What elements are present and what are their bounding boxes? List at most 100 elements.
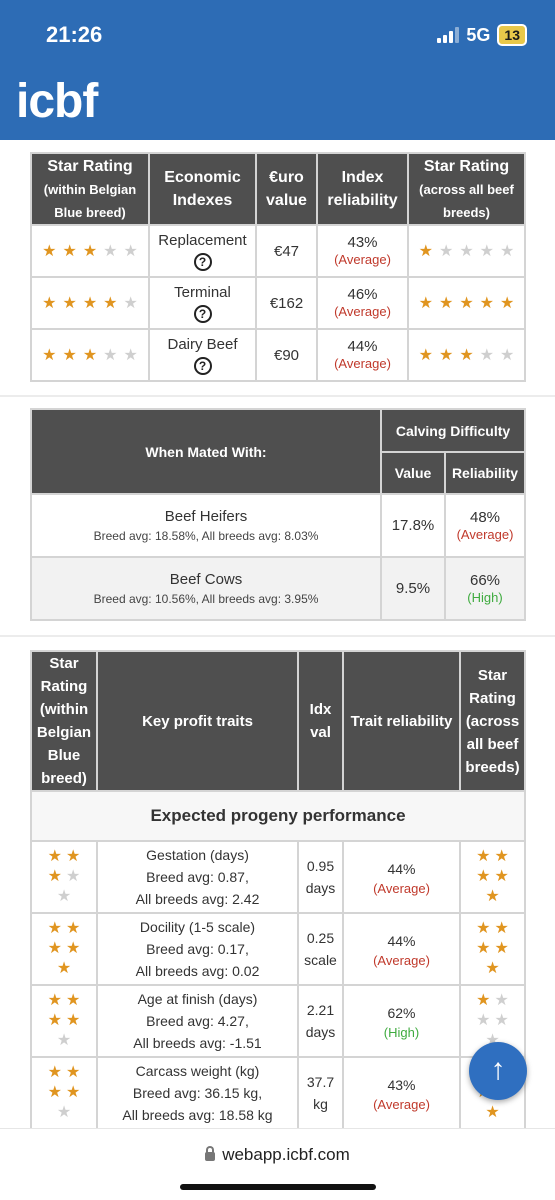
trait-all-avg: All breeds avg: 0.02 [135,963,260,979]
star-filled-icon: ★ [47,992,62,1009]
index-row: ★ ★ ★ ★ ★ Dairy Beef? €90 44% (Average) ★ ★ ★ ★ ★ [30,328,526,382]
trait-value: 0.25 [306,930,335,946]
star-rating: ★★★★★ [39,243,141,260]
calving-reliability-cell: 66% (High) [443,556,527,621]
trait-stars-across-cell: ★★★★★ [459,840,526,914]
difficulty-header: Calving Difficulty [379,408,527,453]
calving-value-cell: 17.8% [380,493,446,558]
star-empty-icon: ★ [123,294,138,312]
scroll-top-button[interactable]: ↑ [469,1042,527,1100]
help-icon[interactable]: ? [193,252,212,271]
star-empty-icon: ★ [123,242,138,260]
url-bar[interactable]: webapp.icbf.com [0,1145,555,1165]
star-empty-icon: ★ [494,992,509,1009]
star-filled-icon: ★ [47,1084,62,1101]
trait-name: Age at finish (days) [137,991,258,1007]
trait-breed-avg: Breed avg: 4.27, [146,1013,249,1029]
star-filled-icon: ★ [42,346,57,364]
home-indicator[interactable] [180,1184,376,1190]
star-filled-icon: ★ [494,940,509,957]
index-name-cell: Replacement? [148,224,257,278]
reliability-level: (Average) [456,526,514,542]
trait-unit: days [305,1024,336,1040]
page-content[interactable]: Star Rating (within Belgian Blue breed) E… [0,140,555,1130]
key-traits-header: Key profit traits [96,650,299,792]
status-indicators: 5G 13 [437,24,527,46]
star-filled-icon: ★ [459,346,474,364]
trait-value-cell: 2.21 days [297,984,344,1058]
star-filled-icon: ★ [66,1084,81,1101]
star-empty-icon: ★ [103,242,118,260]
help-icon[interactable]: ? [193,356,212,375]
star-rating: ★★★★★ [41,919,87,979]
star-filled-icon: ★ [438,346,454,364]
trait-name-cell: Carcass weight (kg) Breed avg: 36.15 kg, A… [96,1056,299,1130]
star-filled-icon: ★ [47,1012,62,1029]
star-empty-icon: ★ [56,1032,72,1049]
star-rating: ★★★★★ [470,847,516,907]
index-value: €47 [273,242,300,260]
index-name: Terminal [174,283,231,301]
star-filled-icon: ★ [476,940,491,957]
star-filled-icon: ★ [47,940,62,957]
trait-reliability-cell: 43% (Average) [342,1056,461,1130]
star-filled-icon: ★ [66,940,81,957]
help-icon[interactable]: ? [193,304,212,323]
star-rating: ★★★★★ [39,347,141,364]
stars-across-cell: ★ ★ ★ ★ ★ [407,328,526,382]
index-value-cell: €47 [255,224,318,278]
status-time: 21:26 [46,22,103,47]
star-empty-icon: ★ [479,242,495,260]
trait-name-cell: Gestation (days) Breed avg: 0.87, All bree… [96,840,299,914]
divider [0,395,555,397]
star-empty-icon: ★ [459,242,474,260]
reliability-level: (Average) [373,880,430,896]
trait-name-cell: Age at finish (days) Breed avg: 4.27, All … [96,984,299,1058]
trait-unit: kg [313,1096,328,1112]
index-name-cell: Dairy Beef? [148,328,257,382]
calving-row: Beef Heifers Breed avg: 18.58%, All breed… [30,493,527,558]
trait-breed-avg: Breed avg: 36.15 kg, [132,1085,263,1101]
trait-all-avg: All breeds avg: 18.58 kg [122,1107,273,1123]
star-filled-icon: ★ [438,294,454,312]
star-filled-icon: ★ [500,294,515,312]
star-empty-icon: ★ [56,888,72,905]
star-filled-icon: ★ [418,346,433,364]
stars-within-cell: ★ ★ ★ ★ ★ [30,224,150,278]
index-name: Replacement [158,231,247,249]
star-filled-icon: ★ [476,920,491,937]
reliability-value: 48% [469,508,501,526]
reliability-level: (High) [383,1024,420,1040]
trait-value-cell: 37.7 kg [297,1056,344,1130]
browser-footer: webapp.icbf.com [0,1128,555,1200]
star-empty-icon: ★ [500,242,515,260]
divider [0,635,555,637]
trait-stars-within-cell: ★ ★★ ★★ [30,912,98,986]
reliability-value: 46% [347,286,378,303]
economic-header: Economic Indexes [148,152,257,226]
trait-reliability-cell: 62% (High) [342,984,461,1058]
index-row: ★ ★ ★ ★ ★ Terminal? €162 46% (Average) ★ ★ ★ ★ ★ [30,276,526,330]
trait-value: 0.95 [306,858,335,874]
reliability-level: (Average) [334,252,391,267]
index-reliability-cell: 44% (Average) [316,328,409,382]
star-filled-icon: ★ [42,294,57,312]
mated-header: When Mated With: [30,408,382,495]
star-filled-icon: ★ [485,888,500,905]
trait-breed-avg: Breed avg: 0.17, [146,941,249,957]
star-filled-icon: ★ [459,294,474,312]
star-filled-icon: ★ [82,346,98,364]
star-across-header: Star Rating (across all beef breeds) [407,152,526,226]
star-filled-icon: ★ [47,920,62,937]
star-filled-icon: ★ [494,920,509,937]
reliability-value: 44% [387,860,416,877]
index-value-cell: €90 [255,328,318,382]
icbf-logo[interactable]: icbf [16,75,98,128]
star-empty-icon: ★ [479,346,495,364]
trait-stars-within-cell: ★ ★★ ★★ [30,984,98,1058]
trait-value: 2.21 [306,1002,335,1018]
star-rating: ★★★★★ [39,295,141,312]
star-filled-icon: ★ [494,848,509,865]
star-rating: ★★★★★ [41,847,87,907]
trait-row: ★ ★★ ★★ Age at finish (days) Breed avg: 4.27… [30,984,526,1058]
